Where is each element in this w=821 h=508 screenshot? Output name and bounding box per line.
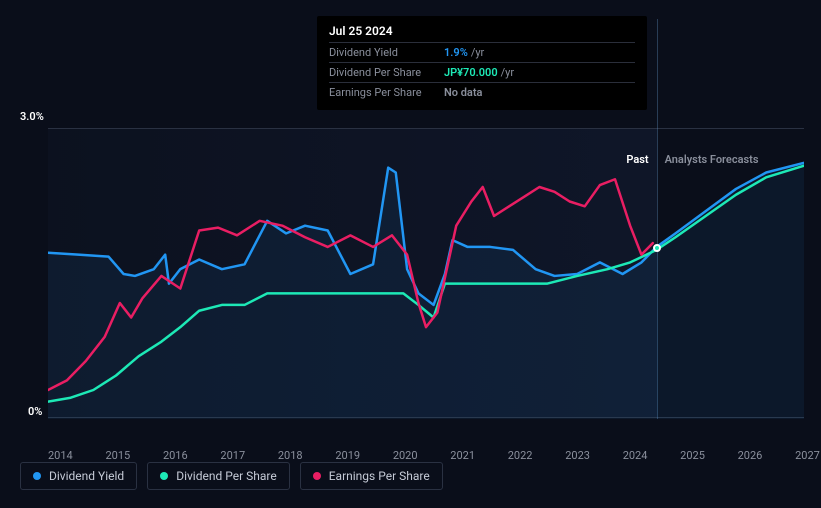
tooltip-row-unit: /yr: [471, 46, 484, 59]
legend-dot-icon: [160, 472, 168, 480]
tooltip-row-unit: /yr: [501, 66, 514, 79]
x-tick-label: 2014: [48, 449, 73, 462]
x-tick-label: 2021: [450, 449, 475, 462]
tooltip-row-value: No data: [444, 86, 482, 99]
x-tick-label: 2026: [738, 449, 763, 462]
x-tick-label: 2027: [795, 449, 820, 462]
tooltip-row: Dividend Per ShareJP¥70.000/yr: [329, 62, 635, 82]
x-tick-label: 2022: [508, 449, 533, 462]
current-marker-dot: [653, 244, 661, 252]
x-tick-label: 2015: [105, 449, 130, 462]
y-axis-max: 3.0%: [20, 110, 44, 123]
x-tick-label: 2019: [335, 449, 360, 462]
chart-legend: Dividend Yield Dividend Per Share Earnings…: [20, 462, 443, 490]
legend-label: Earnings Per Share: [329, 469, 430, 483]
x-tick-label: 2025: [680, 449, 705, 462]
plot-area: Past Analysts Forecasts: [48, 128, 804, 418]
legend-item[interactable]: Dividend Per Share: [147, 462, 290, 490]
tooltip-row-value: 1.9%: [444, 46, 468, 59]
legend-label: Dividend Per Share: [176, 469, 277, 483]
legend-label: Dividend Yield: [49, 469, 124, 483]
chart-lines-svg: [48, 129, 804, 419]
legend-dot-icon: [33, 472, 41, 480]
y-axis-min: 0%: [28, 405, 42, 418]
legend-item[interactable]: Earnings Per Share: [300, 462, 443, 490]
x-tick-label: 2024: [623, 449, 648, 462]
x-tick-label: 2017: [220, 449, 245, 462]
tooltip-row-label: Earnings Per Share: [329, 86, 444, 99]
tooltip-row-value: JP¥70.000: [444, 66, 498, 79]
legend-item[interactable]: Dividend Yield: [20, 462, 137, 490]
x-axis: 2014 2015 2016 2017 2018 2019 2020 2021 2022 2023…: [48, 449, 820, 462]
tooltip-date: Jul 25 2024: [329, 24, 635, 42]
chart-tooltip: Jul 25 2024 Dividend Yield1.9%/yrDividen…: [317, 16, 647, 110]
tooltip-row: Dividend Yield1.9%/yr: [329, 42, 635, 62]
legend-dot-icon: [313, 472, 321, 480]
x-tick-label: 2023: [565, 449, 590, 462]
x-tick-label: 2020: [393, 449, 418, 462]
tooltip-row-label: Dividend Yield: [329, 46, 444, 59]
dividend-chart[interactable]: 3.0% 0% Past Analysts Forecasts 20142015…: [20, 110, 820, 440]
x-tick-label: 2018: [278, 449, 303, 462]
tooltip-row: Earnings Per ShareNo data: [329, 82, 635, 102]
x-tick-label: 2016: [163, 449, 188, 462]
tooltip-row-label: Dividend Per Share: [329, 66, 444, 79]
